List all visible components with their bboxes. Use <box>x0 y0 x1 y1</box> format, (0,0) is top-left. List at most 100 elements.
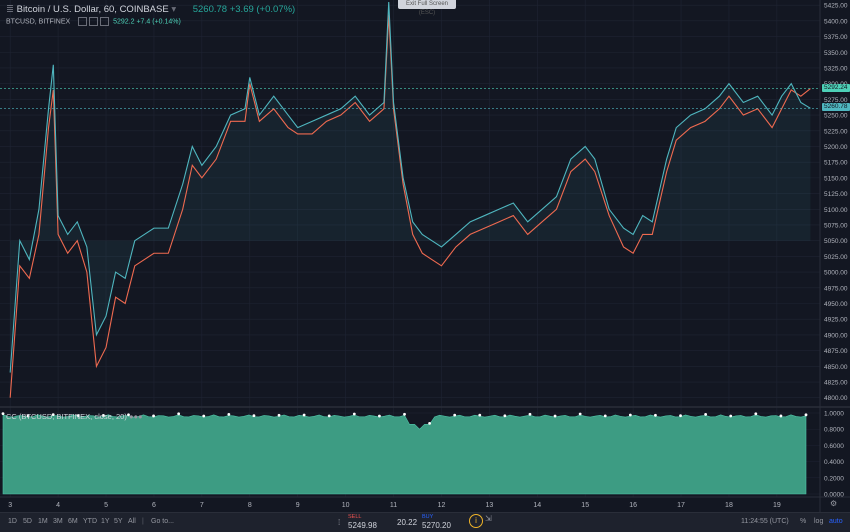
overlay-change: +7.4 (+0.14%) <box>136 18 181 26</box>
series-area-fill <box>10 2 811 373</box>
time-tick-label: 17 <box>677 502 685 509</box>
bars-icon[interactable]: ≣ <box>6 4 14 15</box>
time-tick-label: 15 <box>581 502 589 509</box>
range-5d[interactable]: 5D <box>23 518 32 525</box>
time-tick-label: 5 <box>104 502 108 509</box>
time-tick-label: 19 <box>773 502 781 509</box>
expand-icon[interactable]: ⇲ <box>485 514 492 523</box>
primary-series-line <box>9 1 811 373</box>
range-5y[interactable]: 5Y <box>114 518 123 525</box>
auto-toggle[interactable]: auto <box>829 518 843 525</box>
spread-value: 20.22 <box>397 518 418 527</box>
indicator-dot <box>528 412 532 416</box>
buy-price: 5270.20 <box>422 521 451 530</box>
overlay-price: 5292.2 <box>113 18 135 26</box>
range-6m[interactable]: 6M <box>68 518 78 525</box>
indicator-dot <box>101 414 105 417</box>
price-tick-label: 5325.00 <box>824 65 848 72</box>
indicator-tick-label: 1.0000 <box>824 411 844 418</box>
time-tick-label: 16 <box>629 502 637 509</box>
time-tick-label: 8 <box>248 502 252 509</box>
settings-icon[interactable]: ● <box>133 412 139 421</box>
price-tick-label: 5075.00 <box>824 222 848 229</box>
indicator-dot <box>729 414 733 418</box>
goto-button[interactable]: Go to... <box>151 518 174 525</box>
price-tick-label: 4900.00 <box>824 332 848 339</box>
buy-button[interactable]: BUY 5270.20 <box>418 513 466 530</box>
range-1d[interactable]: 1D <box>8 518 17 525</box>
price-tick-label: 5025.00 <box>824 254 848 261</box>
indicator-dot <box>553 414 557 418</box>
price-change: +3.69 (+0.07%) <box>229 4 296 15</box>
indicator-dot <box>51 413 55 417</box>
indicator-dot <box>352 412 356 416</box>
indicator-dot <box>804 413 808 417</box>
calendar-icon[interactable]: | <box>142 518 144 525</box>
price-tick-label: 4950.00 <box>824 301 848 308</box>
range-1m[interactable]: 1M <box>38 518 48 525</box>
info-icon[interactable]: i <box>469 514 483 528</box>
range-ytd[interactable]: YTD <box>83 518 97 525</box>
indicator-dot <box>227 413 231 416</box>
indicator-dot <box>177 412 181 416</box>
buy-label: BUY <box>422 514 434 520</box>
indicator-label: CC (BTCUSD, BITFINEX, close, 20) ●●● <box>6 412 143 421</box>
eye-icon[interactable]: ● <box>128 412 134 421</box>
time-axis[interactable]: 3 4 5 6 7 8 9 10 11 12 13 14 15 16 17 18 19 <box>0 496 850 509</box>
indicator-area <box>2 414 807 495</box>
overlay-symbol[interactable]: BTCUSD, BITFINEX <box>6 18 71 26</box>
price-tick-label: 5000.00 <box>824 270 848 277</box>
indicator-dot <box>202 414 206 418</box>
range-3m[interactable]: 3M <box>53 518 63 525</box>
price-tick-label: 4875.00 <box>824 348 848 355</box>
time-tick-label: 4 <box>56 502 60 509</box>
sell-label: SELL <box>348 514 362 520</box>
time-tick-label: 9 <box>296 502 300 509</box>
clock-display: 11:24:55 (UTC) <box>741 518 789 525</box>
sell-button[interactable]: ⁞ SELL 5249.98 <box>336 513 392 530</box>
price-tick-label: 5375.00 <box>824 34 848 41</box>
indicator-axis[interactable]: 1.0000 0.8000 0.6000 0.4000 0.2000 0.0000 <box>824 411 844 499</box>
last-price-tag: 5260.78 <box>822 103 850 111</box>
time-tick-label: 13 <box>485 502 493 509</box>
price-tick-label: 5350.00 <box>824 50 848 57</box>
chevron-down-icon[interactable]: ▾ <box>171 4 177 15</box>
time-tick-label: 10 <box>342 502 350 509</box>
indicator-dot <box>478 413 482 417</box>
sell-price: 5249.98 <box>348 521 377 530</box>
indicator-dot <box>378 414 381 418</box>
drag-handle-icon[interactable]: ⁞ <box>338 518 341 527</box>
settings-icon[interactable] <box>89 17 99 26</box>
log-toggle[interactable]: log <box>814 518 824 525</box>
price-tick-label: 4825.00 <box>824 380 848 387</box>
eye-icon[interactable] <box>78 17 88 26</box>
price-tick-label: 5250.00 <box>824 113 848 120</box>
indicator-dot <box>679 414 682 418</box>
indicator-dot <box>428 421 431 425</box>
price-area-fill <box>10 2 811 373</box>
price-tick-label: 5200.00 <box>824 144 848 151</box>
indicator-pane <box>1 412 808 495</box>
indicator-tick-label: 0.8000 <box>824 427 844 434</box>
indicator-tick-label: 0.4000 <box>824 459 844 466</box>
price-tick-label: 5150.00 <box>824 175 848 182</box>
indicator-dot <box>152 414 155 418</box>
overlay-price-tag: 5292.24 <box>822 84 850 92</box>
indicator-dot <box>127 413 130 417</box>
time-tick-label: 6 <box>152 502 156 509</box>
range-1y[interactable]: 1Y <box>101 518 110 525</box>
range-all[interactable]: All <box>128 518 136 525</box>
indicator-dot <box>327 414 331 418</box>
price-axis[interactable]: 5425.005400.005375.005350.005325.005300.… <box>819 0 848 512</box>
close-icon[interactable]: ● <box>138 412 143 421</box>
indicator-dot <box>704 413 708 416</box>
price-tick-label: 5125.00 <box>824 191 848 198</box>
overlay-series-line <box>9 14 811 398</box>
percent-toggle[interactable]: % <box>800 518 807 525</box>
symbol-label[interactable]: Bitcoin / U.S. Dollar, 60, COINBASE <box>16 4 169 15</box>
gear-icon[interactable]: ⚙ <box>830 499 838 508</box>
indicator-name[interactable]: CC (BTCUSD, BITFINEX, close, 20) <box>6 412 127 421</box>
price-tick-label: 5225.00 <box>824 128 848 135</box>
close-icon[interactable] <box>100 17 110 26</box>
